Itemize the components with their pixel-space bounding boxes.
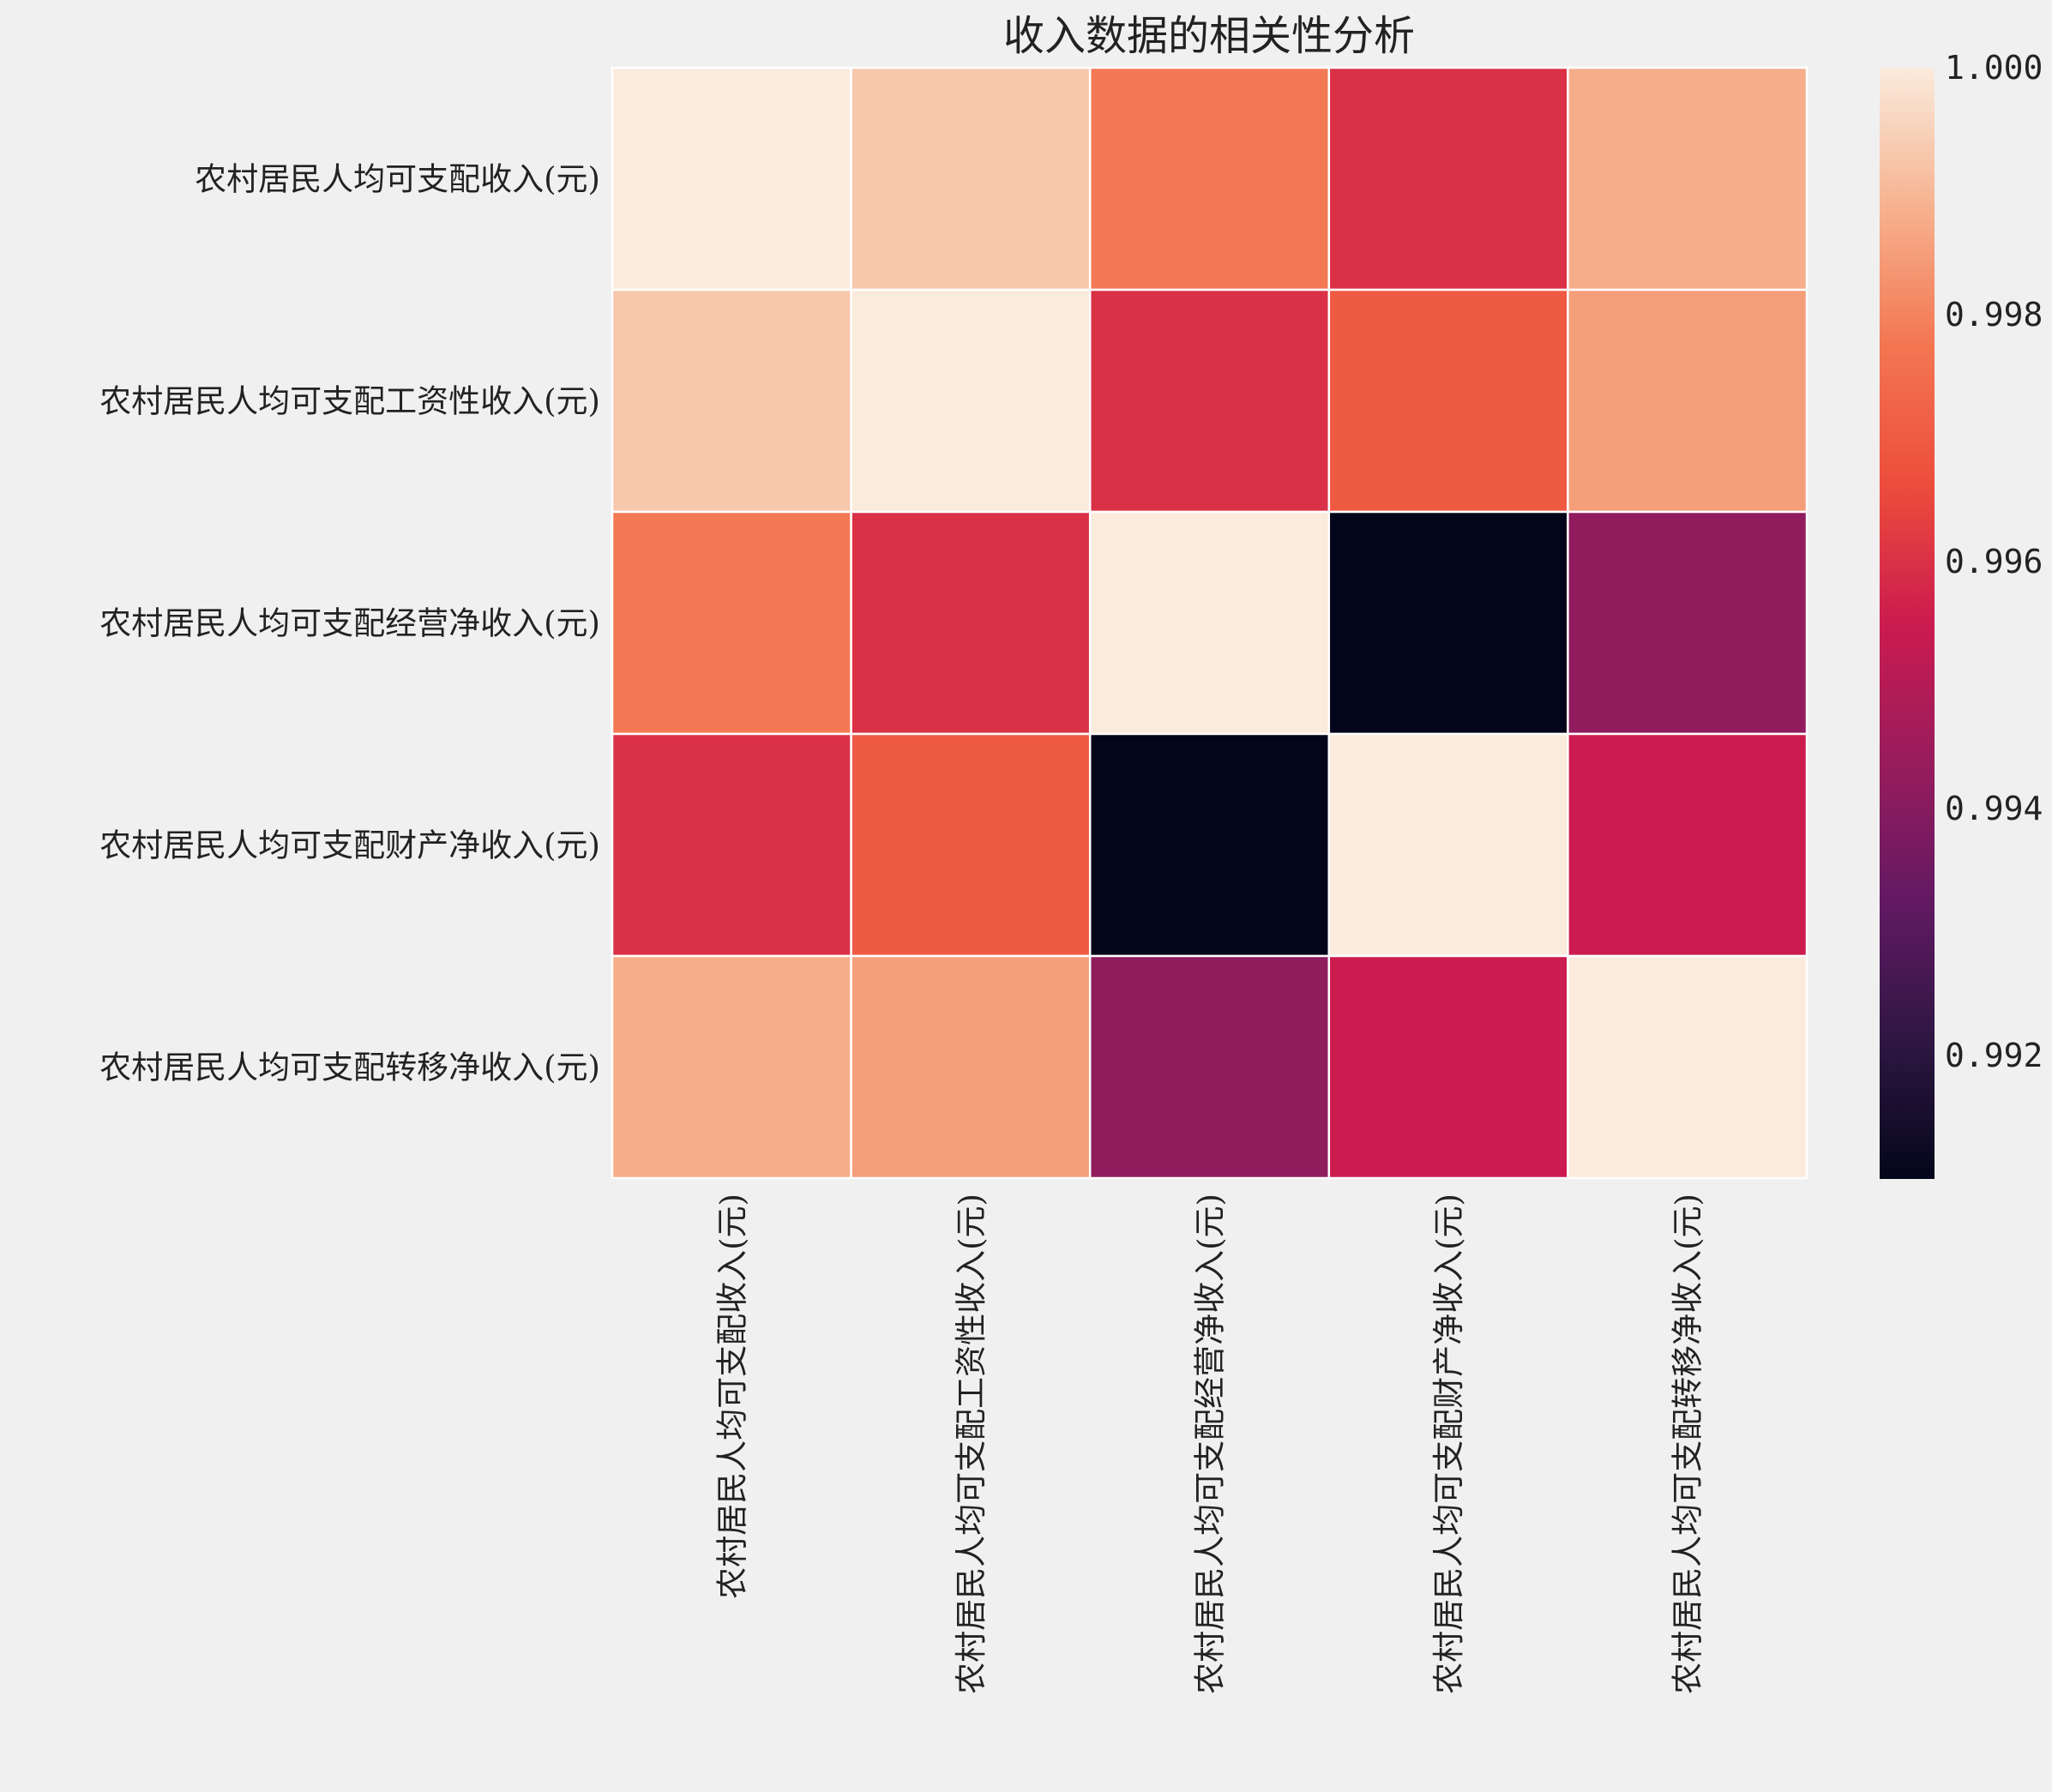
- colorbar-tick-label-1: 0.994: [1945, 790, 2043, 827]
- heatmap-cell-r2-c3: [1327, 510, 1569, 736]
- heatmap-cell-r0-c3: [1327, 66, 1569, 292]
- chart-title: 收入数据的相关性分析: [1003, 12, 1415, 60]
- heatmap-cell-r4-c3: [1327, 954, 1569, 1180]
- heatmap-cell-r4-c1: [850, 954, 1092, 1180]
- x-tick-label-4: 农村居民人均可支配转移净收入(元): [1670, 1194, 1706, 1694]
- colorbar-tick-label-2: 0.996: [1945, 543, 2043, 580]
- heatmap-cell-r1-c4: [1567, 288, 1808, 514]
- colorbar-tick-label-3: 0.998: [1945, 296, 2043, 334]
- heatmap-cell-r2-c1: [850, 510, 1092, 736]
- x-tick-label-0: 农村居民人均可支配收入(元): [713, 1194, 750, 1599]
- heatmap-cell-r3-c2: [1088, 732, 1331, 958]
- y-tick-label-1: 农村居民人均可支配工资性收入(元): [99, 383, 600, 420]
- heatmap-cell-r2-c4: [1567, 510, 1808, 736]
- x-tick-label-2: 农村居民人均可支配经营净收入(元): [1192, 1194, 1229, 1694]
- colorbar: 0.992 0.994 0.996 0.998 1.000: [1880, 49, 2043, 1179]
- x-tick-label-1: 农村居民人均可支配工资性收入(元): [953, 1194, 990, 1694]
- heatmap-cell-r0-c4: [1567, 66, 1808, 292]
- heatmap-cell-r3-c3: [1327, 732, 1569, 958]
- heatmap-cell-r3-c4: [1567, 732, 1808, 958]
- heatmap-cell-r0-c0: [611, 66, 852, 292]
- heatmap-cell-r0-c2: [1088, 66, 1331, 292]
- heatmap-cell-r3-c1: [850, 732, 1092, 958]
- heatmap-cell-r1-c1: [850, 288, 1092, 514]
- y-tick-label-0: 农村居民人均可支配收入(元): [195, 161, 600, 198]
- heatmap-cells: [611, 66, 1808, 1180]
- x-axis-tick-labels: 农村居民人均可支配收入(元) 农村居民人均可支配工资性收入(元) 农村居民人均可支配…: [713, 1194, 1706, 1694]
- heatmap-cell-r3-c0: [611, 732, 852, 958]
- heatmap-cell-r1-c0: [611, 288, 852, 514]
- colorbar-gradient: [1880, 68, 1935, 1179]
- heatmap-cell-r1-c2: [1088, 288, 1331, 514]
- y-tick-label-3: 农村居民人均可支配财产净收入(元): [99, 827, 600, 864]
- colorbar-tick-label-0: 0.992: [1945, 1037, 2043, 1074]
- heatmap-cell-r4-c4: [1567, 954, 1808, 1180]
- x-tick-label-3: 农村居民人均可支配财产净收入(元): [1430, 1194, 1467, 1694]
- y-tick-label-2: 农村居民人均可支配经营净收入(元): [99, 605, 600, 642]
- heatmap-cell-r0-c1: [850, 66, 1092, 292]
- y-axis-tick-labels: 农村居民人均可支配收入(元) 农村居民人均可支配工资性收入(元) 农村居民人均可支配…: [99, 161, 600, 1086]
- heatmap-cell-r2-c0: [611, 510, 852, 736]
- heatmap-cell-r4-c0: [611, 954, 852, 1180]
- heatmap-cell-r2-c2: [1088, 510, 1331, 736]
- heatmap-cell-r4-c2: [1088, 954, 1331, 1180]
- colorbar-tick-label-4: 1.000: [1945, 49, 2043, 87]
- y-tick-label-4: 农村居民人均可支配转移净收入(元): [99, 1049, 600, 1086]
- heatmap-cell-r1-c3: [1327, 288, 1569, 514]
